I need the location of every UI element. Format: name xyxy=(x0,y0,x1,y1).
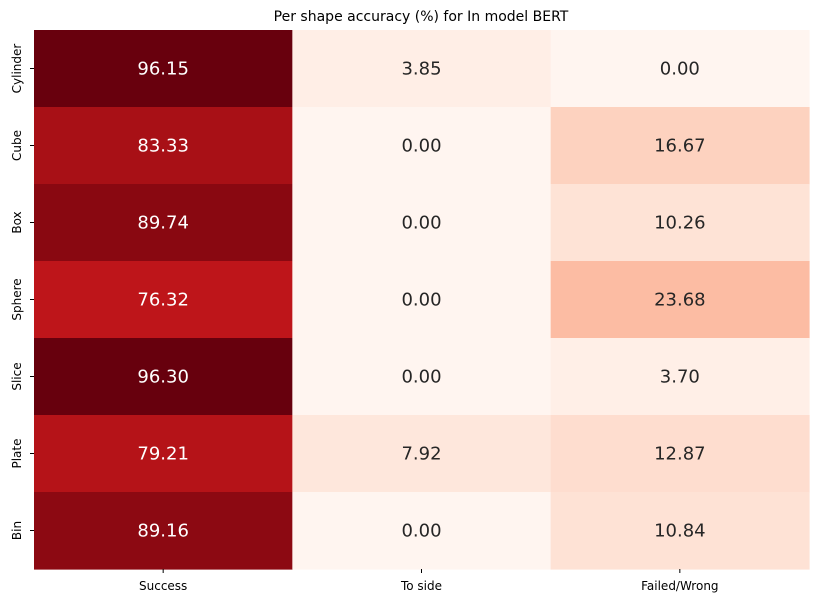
cell-value-label: 96.15 xyxy=(137,59,189,80)
cell-value-label: 0.00 xyxy=(660,59,700,80)
cell-value-label: 83.33 xyxy=(137,136,189,157)
y-tick-label: Cylinder xyxy=(10,44,24,94)
cell-value-label: 0.00 xyxy=(401,521,441,542)
y-tick-label: Cube xyxy=(10,130,24,161)
heatmap-cell xyxy=(34,492,293,570)
cell-value-label: 96.30 xyxy=(137,367,189,388)
y-tick-label: Slice xyxy=(10,362,24,390)
y-tick-label: Sphere xyxy=(10,278,24,320)
heatmap-cell xyxy=(292,415,552,493)
cell-value-label: 7.92 xyxy=(401,444,441,465)
heatmap-cell xyxy=(550,107,810,185)
chart-title: Per shape accuracy (%) for In model BERT xyxy=(274,9,569,25)
heatmap-cells xyxy=(34,30,810,570)
cell-value-label: 79.21 xyxy=(137,444,189,465)
x-axis: Success To side Failed/Wrong xyxy=(139,569,719,593)
x-tick-label: To side xyxy=(400,579,442,593)
cell-value-label: 89.74 xyxy=(137,213,189,234)
heatmap-cell xyxy=(550,261,810,339)
cell-value-label: 89.16 xyxy=(137,521,189,542)
heatmap-cell xyxy=(550,30,810,108)
heatmap-cell xyxy=(34,415,293,493)
x-tick-label: Success xyxy=(139,579,187,593)
x-tick-label: Failed/Wrong xyxy=(641,579,718,593)
cell-value-label: 3.85 xyxy=(401,59,441,80)
cell-value-label: 3.70 xyxy=(660,367,700,388)
cell-value-label: 10.84 xyxy=(654,521,706,542)
heatmap-cell-labels: 96.15 3.85 0.00 83.33 0.00 16.67 89.74 0.00 10.2… xyxy=(137,59,705,542)
cell-value-label: 76.32 xyxy=(137,290,189,311)
y-tick-label: Box xyxy=(10,211,24,233)
heatmap-cell xyxy=(34,184,293,262)
heatmap-cell xyxy=(292,30,552,108)
cell-value-label: 10.26 xyxy=(654,213,706,234)
y-axis: Cylinder Cube Box Sphere Slice Plate Bin xyxy=(10,44,34,540)
heatmap-cell xyxy=(34,261,293,339)
heatmap-cell xyxy=(34,107,293,185)
heatmap-cell xyxy=(34,30,293,108)
heatmap-cell xyxy=(550,492,810,570)
cell-value-label: 0.00 xyxy=(401,213,441,234)
heatmap-cell xyxy=(34,338,293,416)
cell-value-label: 0.00 xyxy=(401,367,441,388)
heatmap-cell xyxy=(550,415,810,493)
y-tick-label: Plate xyxy=(10,438,24,468)
cell-value-label: 12.87 xyxy=(654,444,706,465)
heatmap-cell xyxy=(550,184,810,262)
heatmap-cell xyxy=(292,107,552,185)
heatmap-cell xyxy=(292,184,552,262)
heatmap-cell xyxy=(292,261,552,339)
cell-value-label: 0.00 xyxy=(401,136,441,157)
cell-value-label: 16.67 xyxy=(654,136,706,157)
heatmap-cell xyxy=(292,492,552,570)
heatmap-cell xyxy=(550,338,810,416)
heatmap-cell xyxy=(292,338,552,416)
y-tick-label: Bin xyxy=(10,521,24,540)
cell-value-label: 23.68 xyxy=(654,290,706,311)
cell-value-label: 0.00 xyxy=(401,290,441,311)
